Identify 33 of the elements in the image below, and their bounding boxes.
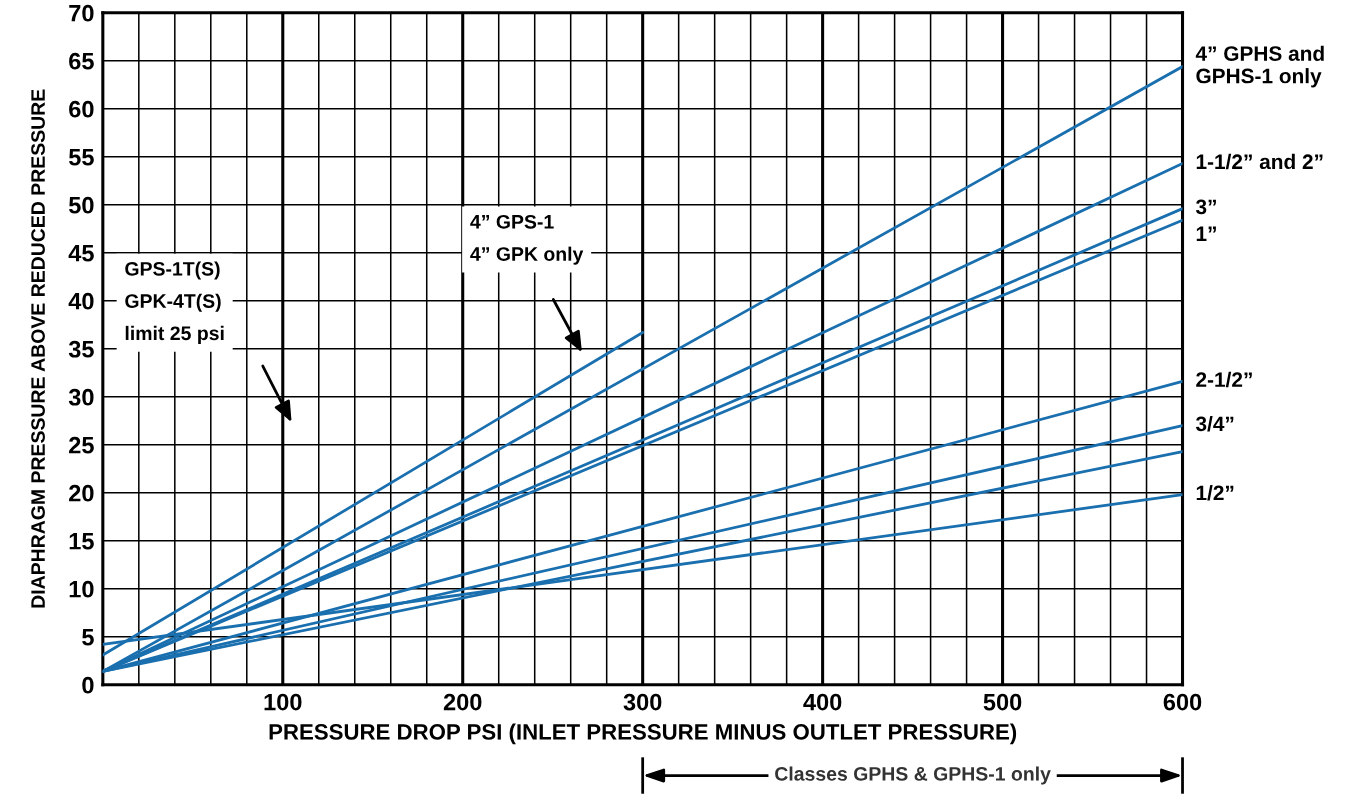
series-label: 2-1/2” — [1196, 371, 1252, 388]
y-tick-label: 50 — [68, 196, 94, 214]
series-label: 3” — [1195, 199, 1216, 215]
x-tick-label: 600 — [1163, 693, 1202, 711]
x-tick-label: 200 — [443, 693, 482, 711]
y-tick-label: 20 — [69, 484, 94, 502]
y-tick-label: 25 — [69, 436, 94, 454]
series-label: 1/2” — [1196, 485, 1234, 501]
x-axis-title: PRESSURE DROP PSI (INLET PRESSURE MINUS OUTLET PRESSURE) — [269, 723, 1017, 745]
series-label: 1-1/2” and 2” — [1196, 153, 1323, 170]
annotation: 4” GPS-1 4” GPK only — [470, 214, 584, 265]
x-tick-label: 500 — [983, 693, 1022, 711]
y-tick-label: 0 — [82, 676, 94, 694]
y-tick-label: 10 — [69, 580, 94, 598]
series-label: 3/4” — [1195, 415, 1234, 432]
y-tick-label: 45 — [68, 245, 94, 262]
y-tick-label: 30 — [68, 388, 94, 406]
y-tick-label: 70 — [69, 4, 94, 22]
annotation: GPS-1T(S) GPK-4T(S) limit 25 psi — [125, 261, 224, 344]
y-tick-label: 5 — [82, 629, 94, 646]
x-tick-label: 100 — [264, 693, 302, 711]
y-tick-label: 40 — [68, 292, 94, 310]
y-tick-label: 15 — [69, 533, 94, 550]
y-tick-label: 60 — [69, 100, 94, 118]
y-tick-label: 65 — [69, 52, 94, 70]
text: Classes GPHS & GPHS-1 only — [775, 766, 1051, 785]
y-axis-title: DIAPHRAGM PRESSURE ABOVE REDUCED PRESSURE — [31, 89, 45, 608]
series-label: 1” — [1196, 226, 1216, 241]
y-tick-label: 55 — [68, 149, 94, 166]
x-tick-label: 400 — [803, 693, 842, 711]
x-tick-label: 300 — [623, 693, 662, 711]
series-label: 4” GPHS and GPHS-1 only — [1195, 45, 1324, 88]
y-tick-label: 35 — [68, 340, 94, 358]
